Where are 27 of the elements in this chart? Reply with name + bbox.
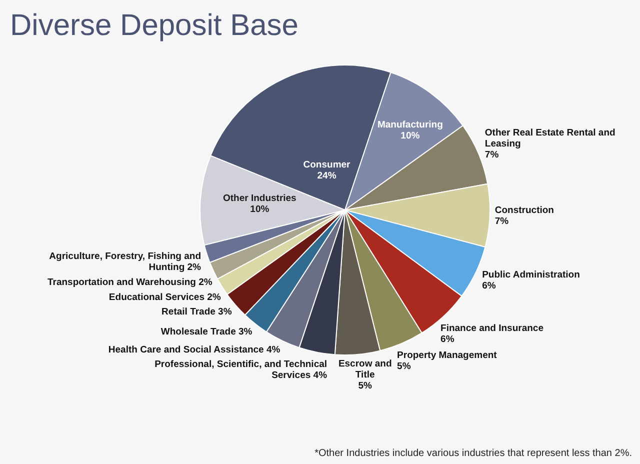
slice-label: Agriculture, Forestry, Fishing and Hunting 2% — [49, 251, 202, 274]
text: *Other Industries include various industries that represent less than 2%. — [314, 448, 632, 459]
slice-label: Public Administration — [482, 269, 580, 280]
data-label: 24% — [317, 170, 337, 182]
slice-label: Retail Trade 3% — [162, 306, 232, 318]
slice-label: Other Real Estate Rental and Leasing — [484, 128, 616, 150]
slice-label: Educational Services 2% — [108, 292, 222, 303]
slice-label: Manufacturing — [377, 119, 444, 130]
slice-label: Consumer — [303, 160, 351, 171]
slice-label: Transportation and Warehousing 2% — [47, 277, 213, 288]
slice-label: Wholesale Trade 3% — [160, 326, 253, 338]
data-label: 6% — [440, 334, 455, 346]
slice-label: Health Care and Social Assistance 4% — [108, 344, 281, 356]
data-label: 10% — [250, 204, 270, 216]
data-label: 6% — [482, 280, 496, 292]
slice-label: Professional, Scientific, and Technical Services 4% — [154, 358, 328, 381]
data-label: 10% — [400, 130, 420, 142]
slice-label: Property Management — [397, 350, 498, 361]
data-label: 5% — [397, 361, 412, 372]
data-label: 5% — [358, 380, 373, 392]
slice-label: Finance and Insurance — [440, 323, 544, 334]
slice-label: Escrow and Title — [338, 358, 392, 380]
data-label: 7% — [494, 216, 510, 228]
data-label: 7% — [484, 150, 500, 161]
slice-label: Other Industries — [222, 193, 296, 204]
chart-title: Diverse Deposit Base — [10, 9, 298, 42]
slice-label: Construction — [494, 205, 554, 216]
